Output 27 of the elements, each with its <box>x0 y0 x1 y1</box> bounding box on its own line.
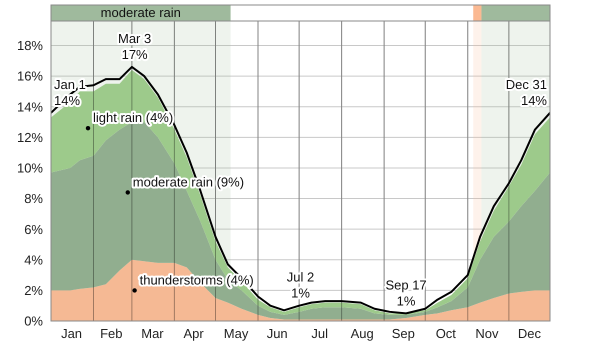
x-tick-label: Oct <box>436 326 456 342</box>
y-tick-label: 16% <box>16 68 44 84</box>
y-tick-label: 4% <box>24 252 44 268</box>
y-tick-label: 18% <box>16 38 44 54</box>
annotation: Dec 31 14% <box>506 76 548 108</box>
x-tick-label: May <box>224 326 249 342</box>
y-tick-label: 12% <box>16 130 44 145</box>
band-label: moderate rain <box>100 5 181 20</box>
x-tick-label: Mar <box>141 326 164 342</box>
annotation: Jul 2 1% <box>286 270 314 301</box>
annotation: Mar 3 17% <box>118 30 152 62</box>
y-tick-label: 14% <box>16 99 44 114</box>
y-tick-label: 8% <box>24 191 44 206</box>
y-tick-label: 6% <box>24 222 44 237</box>
x-tick-label: Aug <box>350 326 374 342</box>
annotation: Sep 17 1% <box>385 277 427 308</box>
x-tick-label: Nov <box>475 326 499 342</box>
x-tick-label: Feb <box>100 326 123 342</box>
x-tick-label: Jun <box>266 326 288 342</box>
y-tick-label: 10% <box>16 160 44 176</box>
x-tick-label: Jul <box>311 326 328 342</box>
x-tick-label: Apr <box>183 326 204 342</box>
y-tick-label: 0% <box>24 314 44 329</box>
x-tick-label: Sep <box>392 326 415 342</box>
x-tick-label: Dec <box>518 326 542 342</box>
y-tick-label: 2% <box>24 283 44 298</box>
x-tick-label: Jan <box>61 326 82 342</box>
